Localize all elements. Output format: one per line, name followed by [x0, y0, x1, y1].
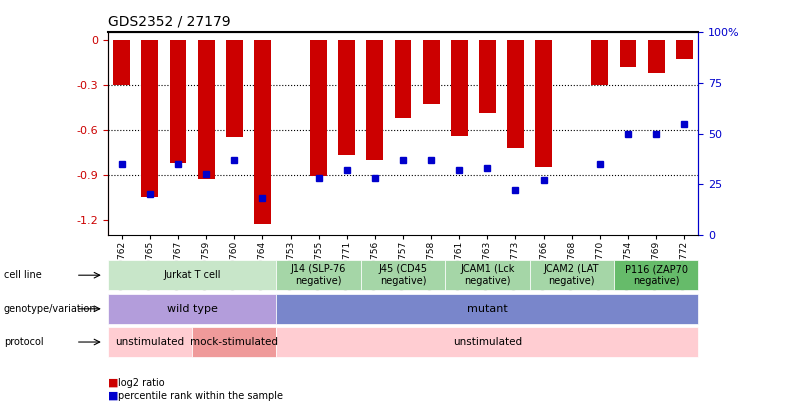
- Bar: [141, 40, 158, 197]
- Bar: [198, 40, 215, 179]
- Bar: [479, 40, 496, 113]
- Bar: [676, 40, 693, 60]
- Text: Jurkat T cell: Jurkat T cell: [164, 270, 221, 280]
- Bar: [394, 40, 412, 118]
- Text: wild type: wild type: [167, 304, 218, 314]
- Bar: [366, 40, 383, 160]
- Bar: [310, 40, 327, 177]
- Bar: [254, 40, 271, 224]
- Text: unstimulated: unstimulated: [116, 337, 184, 347]
- Bar: [423, 40, 440, 104]
- Bar: [226, 40, 243, 137]
- Text: cell line: cell line: [4, 270, 41, 280]
- Text: mock-stimulated: mock-stimulated: [190, 337, 279, 347]
- Bar: [170, 40, 187, 163]
- Bar: [591, 40, 608, 85]
- Bar: [113, 40, 130, 85]
- Text: GDS2352 / 27179: GDS2352 / 27179: [108, 14, 231, 28]
- Text: unstimulated: unstimulated: [452, 337, 522, 347]
- Text: ■: ■: [108, 378, 118, 388]
- Bar: [507, 40, 524, 148]
- Text: protocol: protocol: [4, 337, 44, 347]
- Text: log2 ratio: log2 ratio: [118, 378, 164, 388]
- Text: percentile rank within the sample: percentile rank within the sample: [118, 391, 283, 401]
- Text: J45 (CD45
negative): J45 (CD45 negative): [378, 264, 428, 286]
- Bar: [619, 40, 636, 67]
- Text: mutant: mutant: [467, 304, 508, 314]
- Bar: [648, 40, 665, 73]
- Text: ■: ■: [108, 391, 118, 401]
- Bar: [451, 40, 468, 136]
- Text: JCAM1 (Lck
negative): JCAM1 (Lck negative): [460, 264, 515, 286]
- Text: genotype/variation: genotype/variation: [4, 304, 97, 314]
- Bar: [338, 40, 355, 156]
- Text: P116 (ZAP70
negative): P116 (ZAP70 negative): [625, 264, 688, 286]
- Text: J14 (SLP-76
negative): J14 (SLP-76 negative): [291, 264, 346, 286]
- Bar: [535, 40, 552, 167]
- Text: JCAM2 (LAT
negative): JCAM2 (LAT negative): [544, 264, 599, 286]
